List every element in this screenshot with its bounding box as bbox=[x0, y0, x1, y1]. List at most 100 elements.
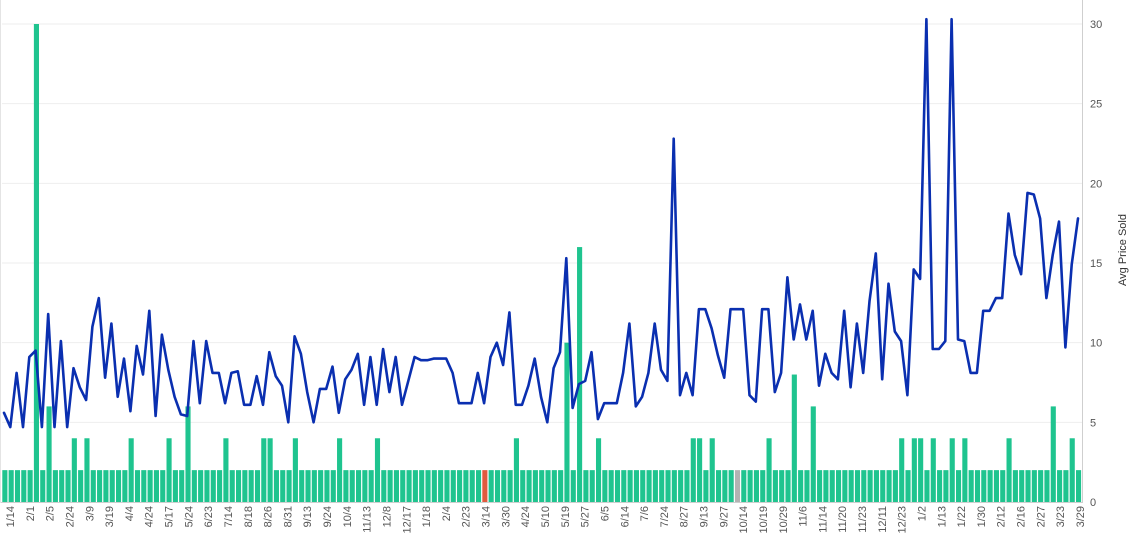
bar bbox=[210, 470, 216, 502]
bar bbox=[734, 470, 741, 502]
y2-tick-label: 10 bbox=[1090, 338, 1102, 350]
grid-lines bbox=[2, 23, 1082, 423]
bar bbox=[690, 438, 696, 502]
line-series bbox=[2, 17, 1080, 429]
bar bbox=[798, 470, 804, 502]
bar bbox=[924, 470, 930, 502]
axes bbox=[0, 0, 1083, 503]
bar bbox=[21, 470, 27, 502]
x-tick-label: 2/5 bbox=[45, 506, 57, 521]
x-tick-label: 10/19 bbox=[758, 506, 770, 534]
bar bbox=[652, 470, 658, 502]
bar bbox=[343, 470, 349, 502]
bar bbox=[381, 470, 387, 502]
bar bbox=[160, 470, 166, 502]
bar bbox=[103, 470, 109, 502]
bar bbox=[659, 470, 665, 502]
x-tick-label: 1/2 bbox=[917, 506, 929, 521]
bar bbox=[65, 470, 71, 502]
x-tick-label: 10/29 bbox=[778, 506, 790, 534]
x-tick-label: 6/14 bbox=[619, 506, 631, 527]
bar bbox=[1006, 438, 1012, 502]
x-tick-label: 11/23 bbox=[857, 506, 869, 533]
bar bbox=[665, 470, 671, 502]
bar bbox=[589, 470, 595, 502]
bar bbox=[558, 470, 564, 502]
x-tick-label: 7/6 bbox=[639, 506, 651, 521]
x-tick-label: 4/24 bbox=[520, 506, 532, 527]
x-tick-label: 11/14 bbox=[817, 506, 829, 533]
x-tick-label: 8/31 bbox=[282, 506, 294, 527]
bar bbox=[27, 470, 33, 502]
bar bbox=[1063, 470, 1069, 502]
bar bbox=[166, 438, 172, 502]
bar bbox=[804, 470, 810, 502]
x-tick-label: 12/8 bbox=[382, 506, 394, 527]
bar bbox=[835, 470, 842, 502]
x-tick-label: 12/17 bbox=[401, 506, 413, 534]
bar bbox=[905, 470, 911, 502]
x-tick-label: 6/23 bbox=[203, 506, 215, 527]
bar bbox=[1012, 470, 1018, 502]
y2-tick-label: 25 bbox=[1090, 99, 1102, 111]
x-tick-label: 11/6 bbox=[798, 506, 810, 527]
bar bbox=[204, 470, 210, 502]
x-tick-label: 1/22 bbox=[956, 506, 968, 527]
x-tick-label: 9/13 bbox=[302, 506, 314, 527]
bar bbox=[545, 470, 551, 502]
bar bbox=[614, 470, 621, 502]
bar bbox=[539, 470, 545, 502]
x-tick-label: 2/23 bbox=[461, 506, 473, 527]
bar bbox=[450, 470, 456, 502]
bar bbox=[873, 470, 879, 502]
bar bbox=[469, 470, 475, 502]
x-tick-label: 5/24 bbox=[183, 506, 195, 527]
bar bbox=[153, 470, 159, 502]
x-tick-labels: 1/14 2/1 2/5 2/24 3/9 3/19 4/4 4/24 5/17 5/24 6/23… bbox=[5, 506, 1087, 534]
bar bbox=[949, 438, 955, 502]
bar bbox=[280, 470, 286, 502]
bar bbox=[8, 470, 14, 502]
x-tick-label: 2/4 bbox=[441, 506, 453, 521]
bar bbox=[955, 470, 962, 502]
y2-tick-label: 30 bbox=[1090, 19, 1102, 31]
x-tick-label: 9/13 bbox=[699, 506, 711, 527]
y2-tick-label: 20 bbox=[1090, 178, 1102, 190]
bar bbox=[393, 470, 399, 502]
bar bbox=[583, 470, 589, 502]
bar bbox=[993, 470, 999, 502]
bar bbox=[330, 470, 336, 502]
bar bbox=[684, 470, 690, 502]
x-tick-label: 11/13 bbox=[362, 506, 374, 533]
bar bbox=[185, 406, 191, 502]
bar bbox=[987, 470, 993, 502]
bar bbox=[2, 470, 8, 502]
bar bbox=[791, 374, 797, 502]
bar bbox=[261, 438, 267, 502]
bar bbox=[482, 470, 488, 502]
bar bbox=[937, 470, 943, 502]
bar bbox=[84, 438, 90, 502]
x-tick-label: 8/27 bbox=[679, 506, 691, 527]
bar bbox=[532, 470, 538, 502]
bar bbox=[425, 470, 431, 502]
bar bbox=[621, 470, 627, 502]
bar bbox=[412, 470, 418, 502]
bar bbox=[703, 470, 709, 502]
bar bbox=[968, 470, 974, 502]
bar bbox=[880, 470, 886, 502]
x-tick-label: 3/23 bbox=[1055, 506, 1067, 527]
bar bbox=[918, 438, 924, 502]
y2-tick-label: 15 bbox=[1090, 258, 1102, 270]
bar bbox=[747, 470, 753, 502]
bar bbox=[14, 470, 21, 502]
bar bbox=[1057, 470, 1063, 502]
bar bbox=[772, 470, 778, 502]
bar bbox=[570, 470, 576, 502]
y2-tick-label: 0 bbox=[1090, 497, 1096, 509]
x-tick-label: 9/27 bbox=[718, 506, 730, 527]
bar bbox=[911, 438, 917, 502]
bar bbox=[223, 438, 229, 502]
x-tick-label: 3/30 bbox=[500, 506, 512, 527]
bar bbox=[577, 247, 583, 502]
